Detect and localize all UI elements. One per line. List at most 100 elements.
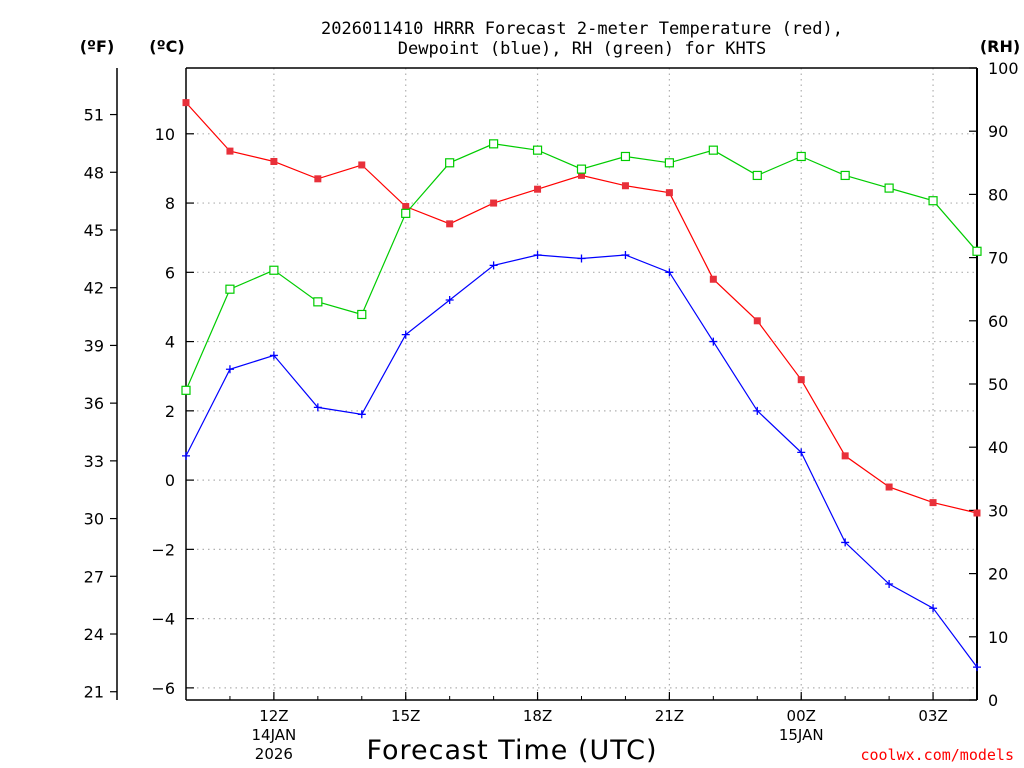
fahrenheit-tick-label: 42: [84, 279, 104, 298]
rh-tick-label: 70: [988, 249, 1008, 268]
fahrenheit-unit-label: (ºF): [80, 37, 115, 56]
celsius-tick-label: −4: [151, 610, 175, 629]
fahrenheit-tick-label: 33: [84, 452, 104, 471]
x-tick-label: 03Z: [918, 707, 947, 725]
temperature-point: [182, 99, 190, 107]
grid-lines: [186, 68, 977, 700]
rh-point: [664, 158, 674, 168]
fahrenheit-tick-label: 45: [84, 221, 104, 240]
chart-title-line2: Dewpoint (blue), RH (green) for KHTS: [398, 39, 766, 59]
temperature-point: [358, 161, 366, 169]
rh-point: [225, 284, 235, 294]
temperature-point: [314, 175, 322, 183]
temperature-point: [578, 171, 585, 179]
temperature-point: [446, 220, 454, 228]
axes: [110, 67, 978, 701]
x-tick-label: 15Z: [391, 707, 420, 725]
rh-point: [269, 265, 279, 275]
temperature-point: [973, 509, 981, 517]
dewpoint-point: [665, 268, 674, 277]
x-date-label: 15JAN: [779, 726, 824, 744]
fahrenheit-tick-label: 27: [84, 567, 104, 586]
dewpoint-point: [182, 451, 190, 460]
dewpoint-point: [401, 330, 410, 339]
rh-tick-label: 100: [988, 59, 1019, 78]
celsius-tick-label: 2: [165, 402, 175, 421]
dewpoint-point: [621, 251, 630, 260]
rh-point: [357, 309, 367, 320]
rh-point: [181, 385, 191, 395]
temperature-point: [534, 185, 542, 193]
rh-point: [928, 196, 938, 206]
dewpoint-point: [753, 406, 762, 415]
rh-tick-label: 10: [988, 628, 1008, 647]
x-year-label: 2026: [255, 745, 293, 763]
celsius-tick-label: −2: [151, 540, 175, 559]
rh-tick-label: 40: [988, 438, 1008, 457]
temperature-point: [270, 158, 278, 166]
rh-tick-label: 60: [988, 312, 1008, 331]
dewpoint-point: [577, 254, 586, 263]
temperature-point: [490, 199, 498, 207]
data-series: [181, 99, 982, 672]
dewpoint-point: [797, 448, 806, 457]
rh-point: [532, 145, 543, 155]
rh-tick-label: 80: [988, 185, 1008, 204]
rh-point: [972, 246, 982, 256]
rh-tick-label: 30: [988, 501, 1008, 520]
fahrenheit-tick-label: 51: [84, 106, 104, 125]
temperature-point: [665, 189, 673, 197]
fahrenheit-tick-label: 36: [84, 394, 104, 413]
rh-unit-label: (RH): [980, 37, 1020, 56]
rh-point: [840, 170, 850, 181]
celsius-unit-label: (ºC): [149, 37, 184, 56]
dewpoint-point: [929, 604, 938, 613]
temperature-point: [709, 275, 717, 283]
temperature-point: [226, 147, 234, 155]
rh-point: [489, 139, 499, 149]
dewpoint-point: [445, 296, 454, 305]
rh-point: [313, 297, 323, 307]
x-date-label: 14JAN: [252, 726, 297, 744]
rh-point: [445, 158, 455, 168]
chart-title-line1: 2026011410 HRRR Forecast 2-meter Tempera…: [321, 19, 843, 39]
fahrenheit-tick-label: 48: [84, 163, 104, 182]
x-axis-title: Forecast Time (UTC): [366, 735, 657, 766]
celsius-tick-label: 6: [165, 263, 175, 282]
rh-point: [708, 145, 718, 155]
temperature-point: [841, 452, 849, 460]
rh-point: [620, 151, 631, 162]
celsius-tick-label: 8: [165, 194, 175, 213]
rh-tick-label: 50: [988, 375, 1008, 394]
dewpoint-point: [533, 251, 542, 260]
dewpoint-point: [885, 579, 894, 588]
temperature-point: [402, 203, 410, 211]
dewpoint-point: [269, 351, 278, 360]
rh-tick-label: 20: [988, 565, 1008, 584]
celsius-tick-label: −6: [151, 679, 175, 698]
credit-text: coolwx.com/models: [860, 746, 1014, 764]
temperature-point: [753, 317, 761, 325]
dewpoint-point: [709, 337, 718, 346]
dewpoint-point: [225, 365, 234, 374]
dewpoint-point: [973, 663, 981, 672]
x-tick-label: 12Z: [259, 707, 288, 725]
dewpoint-point: [489, 261, 498, 270]
rh-line: [185, 143, 978, 391]
rh-tick-label: 90: [988, 122, 1008, 141]
celsius-tick-label: 4: [165, 333, 175, 352]
rh-tick-label: 0: [988, 691, 998, 710]
x-tick-label: 18Z: [523, 707, 552, 725]
temperature-point: [621, 182, 629, 190]
rh-point: [401, 208, 411, 218]
x-tick-label: 21Z: [655, 707, 684, 725]
celsius-tick-label: 10: [155, 125, 175, 144]
fahrenheit-tick-label: 39: [84, 336, 104, 355]
temperature-point: [797, 376, 805, 384]
temperature-point: [929, 499, 937, 507]
temperature-line: [185, 102, 978, 514]
rh-point: [796, 151, 806, 162]
celsius-tick-label: 0: [165, 471, 175, 490]
